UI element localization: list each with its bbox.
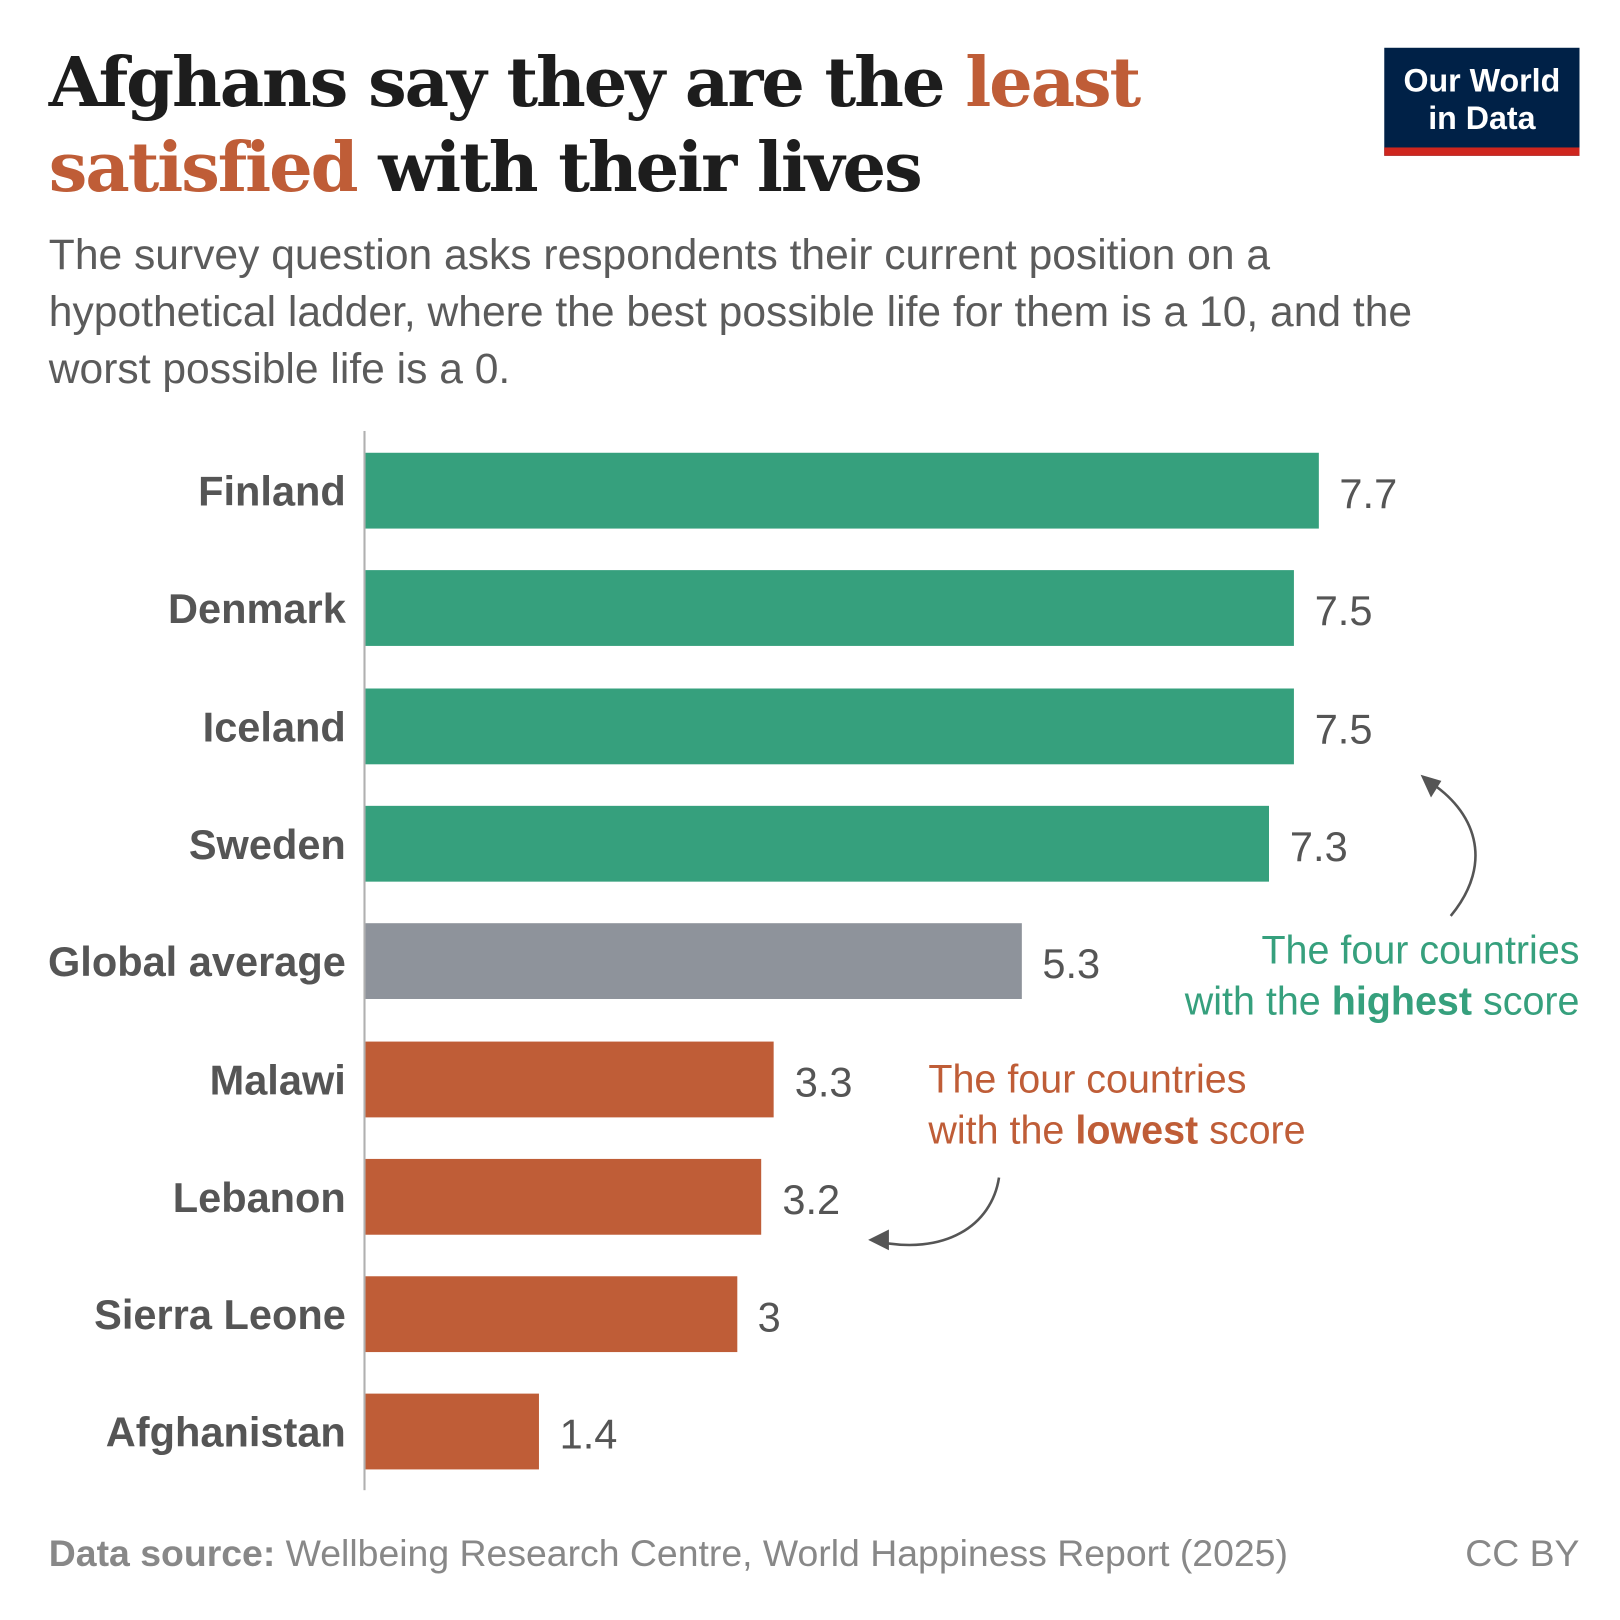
bar-sierra-leone[interactable] bbox=[365, 1276, 737, 1353]
category-label: Finland bbox=[198, 469, 346, 516]
bar-iceland[interactable] bbox=[365, 688, 1294, 764]
value-label: 5.3 bbox=[1042, 942, 1101, 988]
annotation-line: The four countries bbox=[928, 1058, 1247, 1102]
annotation-lowest: The four countries with the lowest score bbox=[928, 1055, 1305, 1157]
annotation-text: score bbox=[1472, 980, 1580, 1024]
bar-lebanon[interactable] bbox=[365, 1158, 762, 1235]
value-label: 7.5 bbox=[1314, 589, 1373, 635]
value-label: 3.2 bbox=[782, 1177, 841, 1224]
chart-title: Afghans say they are the least satisfied … bbox=[49, 39, 1347, 209]
chart-subtitle: The survey question asks respondents the… bbox=[48, 230, 1413, 393]
category-label: Afghanistan bbox=[105, 1410, 346, 1457]
owid-logo[interactable]: Our World in Data bbox=[1384, 47, 1580, 156]
source-label: Data source: bbox=[48, 1531, 276, 1575]
category-label: Sierra Leone bbox=[94, 1292, 346, 1339]
value-label: 1.4 bbox=[559, 1412, 618, 1459]
arrowhead-icon bbox=[1420, 774, 1442, 798]
bar-finland[interactable] bbox=[365, 452, 1319, 529]
value-label: 3 bbox=[757, 1295, 781, 1341]
title-highlight: satisfied bbox=[48, 126, 359, 208]
value-label: 7.5 bbox=[1314, 706, 1373, 753]
license[interactable]: CC BY bbox=[1465, 1531, 1580, 1575]
annotation-highest: The four countries with the highest score bbox=[1185, 926, 1580, 1028]
annotation-bold: highest bbox=[1331, 980, 1473, 1024]
value-label: 7.3 bbox=[1289, 824, 1348, 871]
category-label: Lebanon bbox=[172, 1175, 346, 1222]
bar-sweden[interactable] bbox=[365, 805, 1270, 882]
arrow-to-highest bbox=[1427, 779, 1477, 917]
category-label: Malawi bbox=[209, 1057, 346, 1104]
data-source: Data source: Wellbeing Research Centre, … bbox=[49, 1532, 1288, 1576]
arrow-to-lowest bbox=[874, 1177, 1001, 1247]
title-text: with their lives bbox=[356, 126, 922, 208]
title-text: Afghans say they are the bbox=[48, 41, 966, 123]
category-label: Global average bbox=[47, 940, 346, 986]
bar-malawi[interactable] bbox=[365, 1041, 775, 1117]
annotation-line: The four countries bbox=[1261, 929, 1580, 974]
logo-line: in Data bbox=[1428, 99, 1536, 137]
annotation-bold: lowest bbox=[1075, 1109, 1199, 1153]
bar-afghanistan[interactable] bbox=[365, 1394, 539, 1470]
category-label: Denmark bbox=[168, 587, 346, 633]
annotation-text: with the bbox=[928, 1109, 1076, 1153]
y-axis-line bbox=[363, 430, 366, 1491]
bar-global-average[interactable] bbox=[365, 923, 1022, 1000]
category-label: Sweden bbox=[188, 822, 346, 869]
category-label: Iceland bbox=[202, 704, 346, 751]
annotation-text: score bbox=[1198, 1109, 1306, 1153]
arrowhead-icon bbox=[868, 1229, 889, 1251]
value-label: 7.7 bbox=[1339, 471, 1398, 518]
annotation-text: with the bbox=[1184, 980, 1332, 1024]
bar-denmark[interactable] bbox=[365, 570, 1294, 647]
source-text[interactable]: Wellbeing Research Centre, World Happine… bbox=[275, 1531, 1288, 1575]
logo-line: Our World bbox=[1403, 62, 1561, 99]
title-highlight: least bbox=[965, 41, 1141, 123]
value-label: 3.3 bbox=[794, 1059, 853, 1106]
